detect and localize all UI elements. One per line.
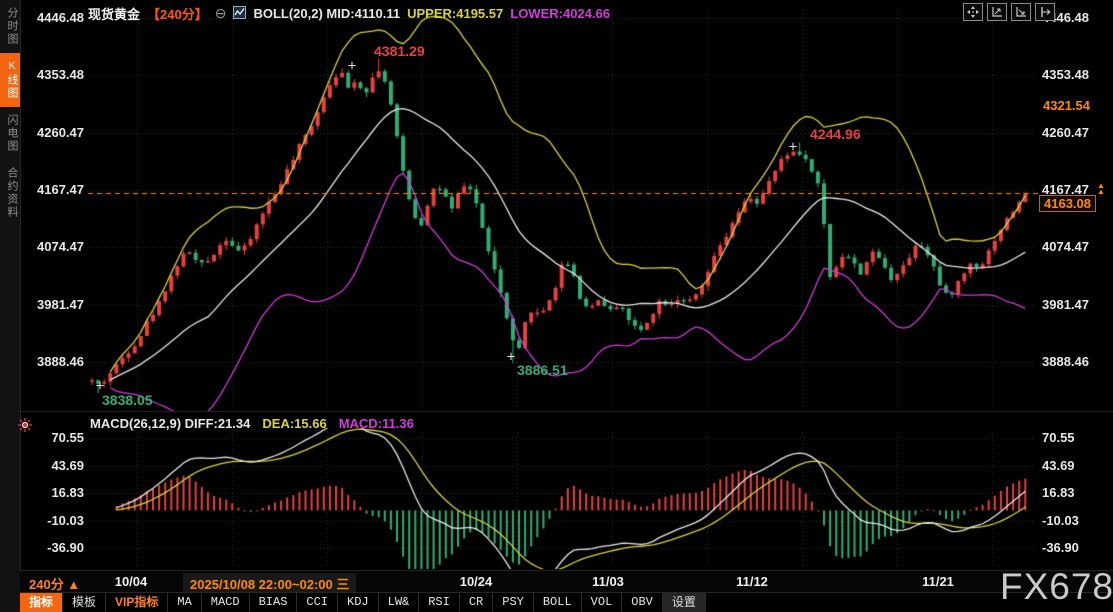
y-axis-label: 3888.46 [1042,354,1089,370]
y-axis-label: 4167.47 [37,182,84,198]
crosshair-mark-icon: + [788,138,798,156]
watermark: FX678 [1000,566,1113,607]
macd-axis-label: 70.55 [1042,430,1075,446]
y-axis-label: 4353.48 [1042,67,1089,83]
y-axis-label: 4074.47 [1042,239,1089,255]
macd-title: MACD(26,12,9) DIFF:21.34 [90,416,251,431]
price-annotation: 3838.05 [102,392,153,408]
axis-zoom-out-icon[interactable] [1011,3,1031,21]
time-axis: 240分 ▲ 2025/10/08 22:00~02:00 三 10/04 10/… [20,570,1113,594]
y-axis-label: 4353.48 [37,67,84,83]
y-axis-label: 4446.48 [37,10,84,25]
price-annotation: 3886.51 [517,362,568,378]
macd-axis-label: 16.83 [1042,485,1075,501]
boll-upper-label: UPPER:4195.57 [407,6,504,21]
axis-shift-icon[interactable] [1035,3,1055,21]
macd-axis-label: -10.03 [47,512,84,528]
y-axis-label: 3981.47 [37,296,84,312]
macd-header: MACD(26,12,9) DIFF:21.34 DEA:15.66 MACD:… [90,416,414,431]
axis-zoom-in-icon[interactable] [987,3,1007,21]
x-axis-date: 11/12 [736,574,768,589]
left-sidebar: 分时图 K线图闪电图合约资料 [0,0,21,612]
macd-axis-label: -10.03 [1042,512,1079,528]
ma-button[interactable]: MA [168,593,202,612]
x-axis-date: 11/03 [592,574,624,589]
bar-info-box: 2025/10/08 22:00~02:00 三 [183,573,357,594]
y-axis-label: 3981.47 [1042,296,1089,312]
macd-axis-label: 70.55 [51,430,84,446]
boll-button[interactable]: BOLL [534,593,582,612]
sidebar-item-tab-time-chart[interactable]: 分时图 [6,7,18,46]
y-axis-label: 4260.47 [37,124,84,140]
kdj-button[interactable]: KDJ [338,593,379,612]
crosshair-mark-icon: + [347,57,357,75]
cci-button[interactable]: CCI [297,593,339,612]
boll-lower-label: LOWER:4024.66 [510,6,610,21]
indicator-chart-icon [233,5,247,22]
template-tab[interactable]: 模板 [63,593,107,612]
macd-axis-label: 43.69 [1042,457,1075,473]
obv-button[interactable]: OBV [622,593,663,612]
marked-high-label: 4321.54 [1040,98,1093,113]
x-axis-date: 10/04 [114,574,148,589]
price-annotation: 4381.29 [374,43,425,59]
chart-tool-buttons [963,3,1055,21]
y-axis-label: 4074.47 [37,239,84,255]
x-axis-date: 11/21 [922,574,954,589]
macd-axis-label: -36.90 [47,540,84,556]
x-axis-date: 10/24 [459,574,493,589]
macd-axis-label: 43.69 [51,457,84,473]
pane-divider [20,411,1113,412]
crosshair-mark-icon: + [95,377,105,395]
current-price-label: 4163.08 [1039,194,1096,212]
sidebar-item-tab-flash-chart[interactable]: 闪电图 [6,114,18,153]
price-alert-icon: ▲ ▲ [1097,180,1105,196]
indicator-toolbar: 指标 模板 VIP指标 MA MACD BIAS CCI KDJ LW& RSI CR PSY BOLL… [20,592,1113,612]
y-axis-label: 3888.46 [37,354,84,370]
boll-mid-label: BOLL(20,2) MID:4110.11 [253,6,401,21]
settings-button[interactable]: 设置 [662,593,706,612]
indicator-tab[interactable]: 指标 [20,593,64,612]
sidebar-item-tab-contract-info[interactable]: 合约资料 [6,167,18,219]
vip-indicator-tab[interactable]: VIP指标 [106,593,169,612]
psy-button[interactable]: PSY [493,593,534,612]
bias-button[interactable]: BIAS [250,593,298,612]
y-axis-label: 4260.47 [1042,124,1089,140]
rsi-button[interactable]: RSI [419,593,460,612]
y-axis-label: 4167.47 [1042,182,1089,198]
price-annotation: 4244.96 [810,126,861,142]
symbol-title: 现货黄金 [88,7,141,22]
cr-button[interactable]: CR [460,593,494,612]
crosshair-mark-icon: + [506,348,516,366]
vol-button[interactable]: VOL [582,593,623,612]
pan-icon[interactable] [963,3,983,21]
macd-axis-label: -36.90 [1042,540,1079,556]
period-selector[interactable]: 240分 ▲ [29,577,81,592]
chart-header: 现货黄金 【240分】 ⊖ BOLL(20,2) MID:4110.11 UPP… [88,4,610,23]
collapse-icon[interactable]: ⊖ [214,5,227,21]
macd-button[interactable]: MACD [202,593,250,612]
lwr-button[interactable]: LW& [379,593,420,612]
period-tag[interactable]: 【240分】 [147,7,208,22]
macd-axis-label: 16.83 [51,485,84,501]
macd-macd-label: MACD:11.36 [338,416,414,431]
marker-flower-icon[interactable] [17,417,33,438]
sidebar-item-tab-kline-chart[interactable]: K线图 [0,53,20,107]
macd-dea-label: DEA:15.66 [262,416,327,431]
